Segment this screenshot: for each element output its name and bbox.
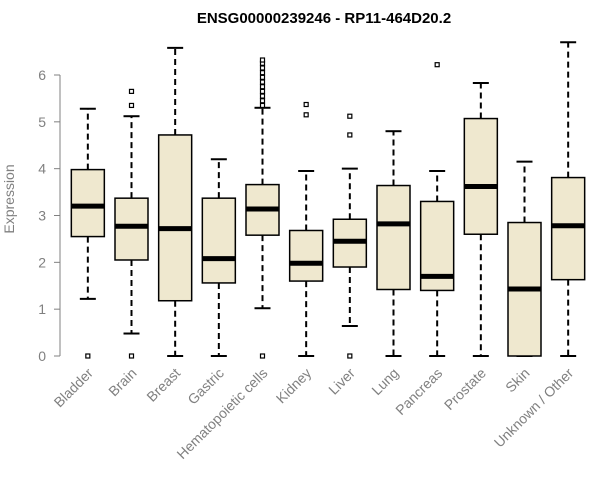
outlier-point [128, 353, 135, 359]
x-tick-label: Breast [143, 365, 183, 405]
outlier-point [85, 353, 91, 359]
box-kidney [288, 101, 324, 357]
iqr-box [376, 184, 411, 291]
x-tick-label: Pancreas [392, 365, 445, 418]
x-tick-label: Gastric [184, 365, 227, 408]
x-tick-label: Skin [502, 365, 533, 396]
x-tick-label: Bladder [51, 365, 97, 411]
boxes-group [70, 41, 586, 359]
box-pancreas [419, 62, 455, 357]
outlier-point [128, 102, 135, 109]
chart-title: ENSG00000239246 - RP11-464D20.2 [197, 10, 451, 27]
y-tick-label: 1 [38, 301, 46, 317]
x-tick-label: Unknown / Other [491, 365, 577, 451]
outlier-point [259, 353, 266, 359]
box-prostate [463, 81, 499, 357]
outlier-point [347, 132, 353, 138]
x-tick-label: Kidney [273, 365, 315, 407]
box-skin [507, 160, 542, 357]
box-liver [332, 113, 368, 359]
iqr-box [114, 197, 149, 261]
iqr-box [157, 134, 193, 302]
y-tick-label: 2 [38, 254, 46, 270]
outlier-point [259, 65, 266, 71]
box-hematopoietic-cells [245, 57, 280, 359]
outlier-point [259, 102, 266, 109]
y-axis-label: Expression [1, 164, 17, 233]
iqr-box [201, 197, 237, 284]
box-bladder [70, 107, 106, 359]
box-breast [157, 46, 193, 357]
outlier-point [303, 101, 309, 108]
box-brain [114, 88, 149, 359]
outlier-point [128, 88, 135, 94]
x-tick-label: Lung [368, 365, 401, 398]
outlier-point [347, 113, 353, 119]
box-gastric [201, 158, 237, 357]
y-tick-label: 0 [38, 348, 46, 364]
outlier-point [259, 70, 266, 76]
outlier-point [303, 112, 309, 118]
x-tick-label: Prostate [441, 365, 489, 413]
x-tick-label: Brain [105, 365, 139, 399]
iqr-box [550, 176, 586, 281]
iqr-box [288, 229, 324, 282]
outlier-point [259, 79, 266, 85]
iqr-box [70, 168, 106, 238]
box-unknown-other [550, 41, 586, 357]
outlier-point [259, 93, 266, 99]
y-tick-label: 6 [38, 67, 46, 83]
y-axis: 0 1 2 3 4 5 6 [38, 67, 61, 364]
outlier-point [347, 353, 353, 359]
iqr-box [463, 117, 499, 235]
outlier-point [259, 57, 266, 63]
outlier-point [434, 62, 440, 68]
outlier-point [259, 84, 266, 90]
outlier-point [259, 74, 266, 80]
box-lung [376, 130, 411, 357]
outlier-point [259, 98, 266, 104]
y-tick-label: 3 [38, 208, 46, 224]
outlier-point [259, 88, 266, 94]
x-tick-label: Liver [325, 365, 358, 398]
y-tick-label: 5 [38, 114, 46, 130]
y-tick-label: 4 [38, 161, 46, 177]
